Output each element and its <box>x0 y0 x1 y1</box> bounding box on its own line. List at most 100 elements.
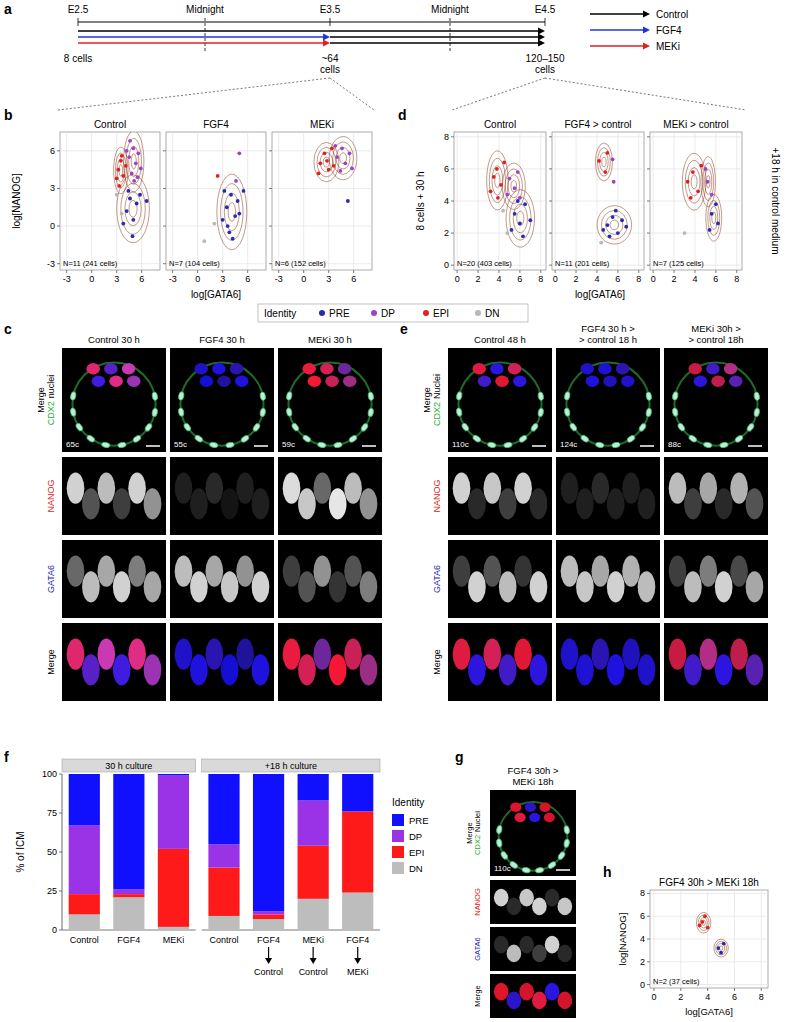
density-contour <box>117 175 150 243</box>
tick <box>172 270 173 273</box>
grid-line <box>552 201 644 202</box>
nucleus <box>128 556 146 587</box>
arrow-head <box>538 28 545 35</box>
tick <box>303 270 304 273</box>
nucleus <box>490 363 504 374</box>
tick <box>116 270 117 273</box>
column-title: MEKi 30h > <box>691 323 741 334</box>
nucleus <box>212 363 226 374</box>
row-label: Merge <box>46 649 56 675</box>
image-background <box>490 974 576 1018</box>
nucleus <box>591 556 609 587</box>
nucleus <box>730 473 748 504</box>
column-title: FGF4 30 h > <box>581 323 635 334</box>
density-contour <box>489 158 505 202</box>
tick-label: 0 <box>195 274 200 284</box>
axis-label: log[NANOG] <box>617 913 628 966</box>
nucleus <box>478 376 492 387</box>
point <box>125 149 129 153</box>
nucleus <box>286 391 293 400</box>
point <box>333 144 337 148</box>
nucleus <box>360 654 378 685</box>
sequence-arrow-head <box>354 958 361 964</box>
tick <box>269 150 272 151</box>
identity-legend: IdentityPREDPEPIDN <box>258 304 528 322</box>
density-contour <box>595 143 612 181</box>
nucleus <box>144 571 162 602</box>
density-contour <box>601 210 627 239</box>
tick <box>451 233 454 234</box>
tick-label: 0 <box>455 274 460 284</box>
nucleus <box>283 473 301 504</box>
tick-label: 0 <box>50 221 55 231</box>
nucleus <box>344 556 362 587</box>
legend-label: Control <box>656 9 688 20</box>
panel-letter: g <box>455 749 464 765</box>
nucleus <box>545 983 560 1001</box>
point <box>516 170 520 174</box>
point <box>348 151 352 155</box>
column-title: FGF4 30 h <box>199 334 244 345</box>
density-contour <box>333 142 354 174</box>
nucleus <box>684 654 702 685</box>
nucleus <box>730 639 748 670</box>
tick <box>647 136 650 137</box>
nucleus <box>333 442 342 449</box>
nucleus <box>453 639 471 670</box>
cell-count: 59c <box>282 440 295 449</box>
column-title: Control 48 h <box>474 334 526 345</box>
nucleus <box>558 992 573 1010</box>
nucleus <box>205 473 223 504</box>
nucleus <box>711 376 725 387</box>
tick <box>736 270 737 273</box>
nucleus <box>514 473 532 504</box>
point <box>495 167 499 171</box>
marks <box>114 132 150 243</box>
stage-label: cells <box>535 64 555 75</box>
nucleus <box>507 945 522 963</box>
point <box>714 202 718 206</box>
grid-line <box>197 132 198 270</box>
tick <box>694 270 695 273</box>
point <box>318 161 322 165</box>
nucleus <box>513 376 527 387</box>
point <box>242 189 246 193</box>
tick-label: 0 <box>301 274 306 284</box>
nucleus <box>494 983 509 1001</box>
density-contour <box>513 204 527 233</box>
nucleus <box>645 392 652 401</box>
nucleus <box>329 488 347 519</box>
bar-segment <box>158 849 189 927</box>
nucleus <box>472 434 482 443</box>
density-contour <box>610 220 619 230</box>
nucleus <box>367 408 374 417</box>
column-title: > control 18h <box>688 334 743 345</box>
nucleus <box>603 376 617 387</box>
bar-segment <box>69 825 100 894</box>
panel-letter: b <box>4 107 13 123</box>
point <box>510 228 514 232</box>
point <box>202 239 206 243</box>
row-label: Merge <box>473 985 482 1006</box>
point <box>222 189 226 193</box>
density-contour <box>224 193 239 231</box>
tick-label: 8 <box>759 992 764 1002</box>
legend-label: DP <box>409 831 422 842</box>
bar-segment <box>253 914 284 919</box>
point <box>127 155 131 159</box>
sequence-arrow-head <box>310 958 317 964</box>
axis-label: 8 cells + 30 h <box>415 171 426 230</box>
nucleus <box>626 434 636 443</box>
nucleus <box>622 639 640 670</box>
point <box>139 166 143 170</box>
point <box>340 146 344 150</box>
annotation: N=20 (403 cells) <box>457 259 512 268</box>
plot-title: Control <box>484 119 516 130</box>
annotation: N=7 (104 cells) <box>169 259 220 268</box>
tick <box>269 226 272 227</box>
nucleus <box>537 408 544 417</box>
plot-frame <box>272 132 372 270</box>
arrow-shaft <box>78 42 324 44</box>
point <box>317 172 321 176</box>
arrow-head <box>538 34 545 41</box>
